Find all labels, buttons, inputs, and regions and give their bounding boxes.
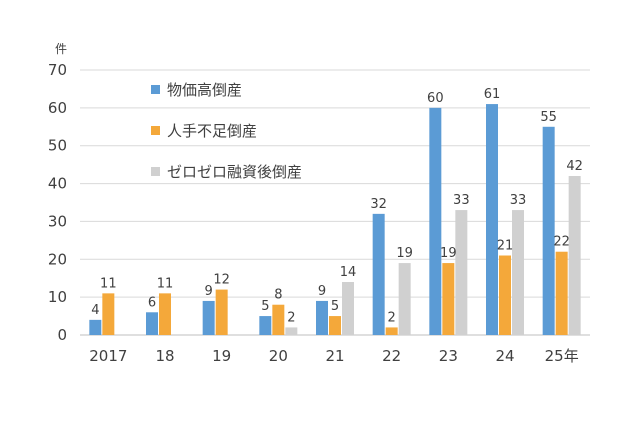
x-tick-label: 19 [212,347,231,365]
data-label: 19 [396,246,413,261]
legend-label: 人手不足倒産 [167,122,257,140]
bar-2-5 [398,263,411,335]
data-label: 33 [510,193,527,208]
bar-0-4 [316,300,328,335]
data-label: 12 [213,273,230,288]
data-label: 14 [340,265,357,280]
data-label: 55 [540,110,557,125]
legend-swatch [151,85,160,94]
y-tick-label: 60 [48,99,67,117]
data-label: 2 [388,310,396,325]
data-label: 5 [331,299,339,314]
legend-label: 物価高倒産 [167,81,242,99]
data-label: 61 [484,87,501,102]
data-label: 8 [274,288,282,303]
data-label: 19 [440,246,457,261]
y-tick-label: 20 [48,250,67,268]
x-tick-label: 20 [269,347,288,365]
bar-0-6 [429,107,442,335]
y-tick-label: 30 [48,212,67,230]
data-label: 11 [100,276,117,291]
x-tick-label: 18 [155,347,174,365]
x-tick-label: 2017 [89,347,127,365]
data-label: 9 [205,284,213,299]
x-tick-label: 25年 [545,347,579,365]
data-label: 60 [427,91,444,106]
bar-0-8 [542,126,555,336]
bar-1-0 [102,293,115,335]
y-tick-label: 40 [48,175,67,193]
y-unit-label: 件 [55,42,67,56]
bar-2-4 [342,282,354,335]
bar-1-1 [159,293,171,335]
data-label: 22 [553,235,570,250]
bar-0-0 [89,319,102,335]
data-label: 9 [318,284,326,299]
legend-label: ゼロゼロ融資後倒産 [167,163,302,181]
y-tick-label: 10 [48,288,67,306]
bar-0-5 [372,213,385,335]
bar-2-7 [512,210,524,335]
y-tick-label: 0 [57,326,67,344]
data-label: 33 [453,193,470,208]
bar-2-8 [568,176,581,335]
bar-1-4 [329,316,341,335]
legend-swatch [151,126,160,135]
legend-swatch [151,167,160,176]
x-tick-label: 24 [495,347,514,365]
data-label: 42 [566,159,583,174]
x-tick-label: 23 [439,347,458,365]
bar-1-8 [555,251,568,335]
bar-1-2 [215,289,228,335]
bar-0-3 [259,316,272,335]
x-tick-label: 22 [382,347,401,365]
bar-2-3 [285,327,298,335]
y-tick-label: 50 [48,137,67,155]
data-label: 6 [148,295,156,310]
y-tick-label: 70 [48,61,67,79]
data-label: 5 [261,299,269,314]
bar-1-7 [499,255,511,335]
bar-1-5 [385,327,398,335]
bar-1-6 [442,263,455,335]
data-label: 4 [91,303,99,318]
data-label: 32 [370,197,387,212]
data-label: 11 [157,276,174,291]
bar-1-3 [272,304,285,335]
bar-0-7 [486,104,498,335]
data-label: 2 [287,310,295,325]
x-tick-label: 21 [325,347,344,365]
bar-2-6 [455,210,468,335]
bar-0-2 [202,300,215,335]
bar-0-1 [146,312,158,335]
data-label: 21 [497,239,514,254]
